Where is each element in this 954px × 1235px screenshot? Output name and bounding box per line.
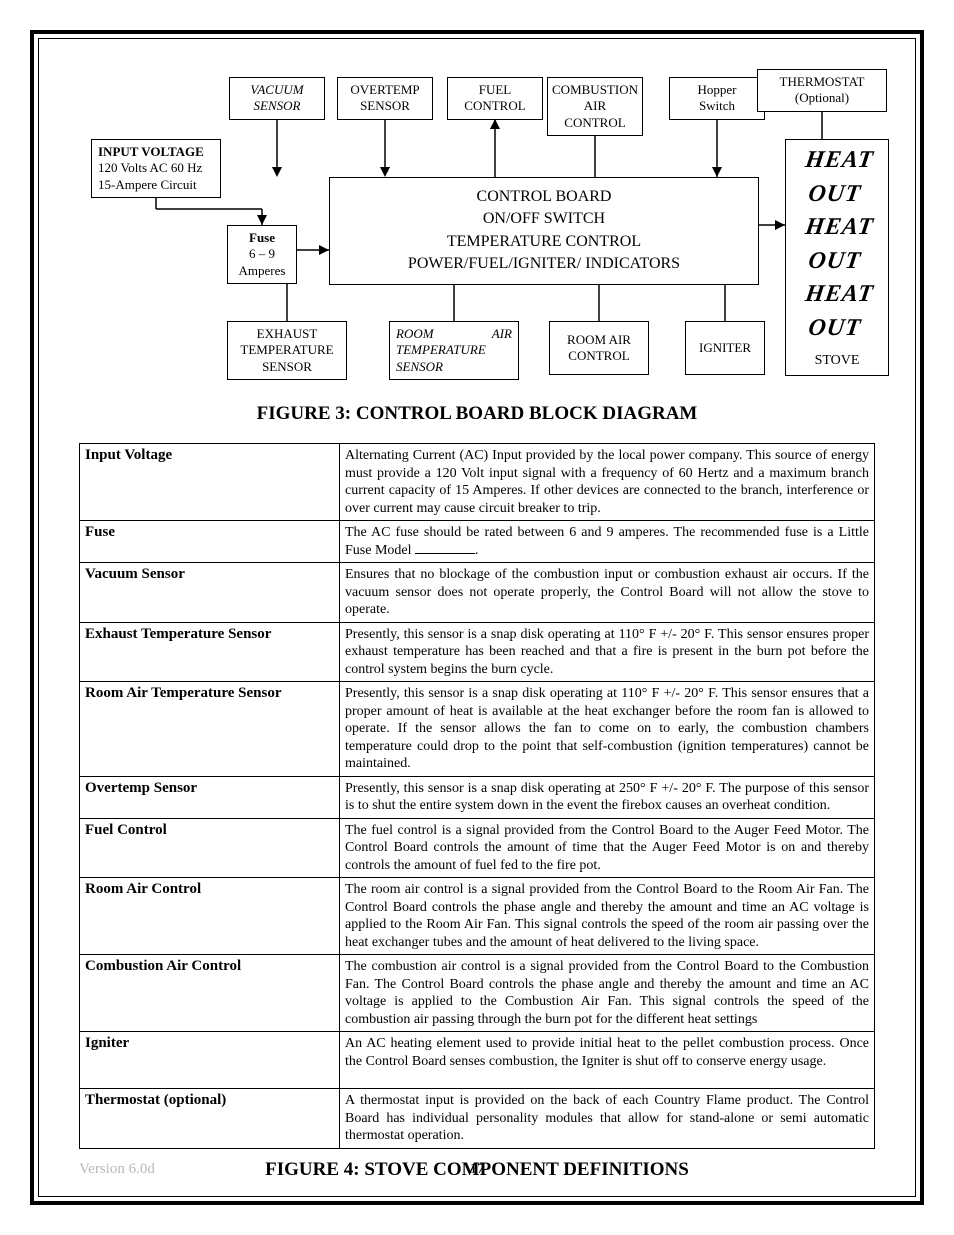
room-air-control-box: ROOM AIRCONTROL <box>549 321 649 375</box>
block-diagram: VACUUMSENSOR OVERTEMPSENSOR FUELCONTROLCOM… <box>79 69 875 389</box>
row-desc: The room air control is a signal provide… <box>340 878 875 955</box>
row-label: Fuel Control <box>80 818 340 878</box>
row-label: Room Air Temperature Sensor <box>80 682 340 777</box>
overtemp-sensor-box: OVERTEMPSENSOR <box>337 77 433 120</box>
version-text: Version 6.0d <box>79 1161 155 1178</box>
table-row: Room Air ControlThe room air control is … <box>80 878 875 955</box>
inner-border: VACUUMSENSOR OVERTEMPSENSOR FUELCONTROLCOM… <box>38 38 916 1197</box>
row-label: Thermostat (optional) <box>80 1089 340 1149</box>
row-label: Room Air Control <box>80 878 340 955</box>
igniter-box: IGNITER <box>685 321 765 375</box>
table-row: Input VoltageAlternating Current (AC) In… <box>80 444 875 521</box>
stove-box: HEAT OUTHEAT OUTHEAT OUTSTOVE <box>785 139 889 376</box>
row-desc: Alternating Current (AC) Input provided … <box>340 444 875 521</box>
row-label: Vacuum Sensor <box>80 563 340 623</box>
row-desc: Ensures that no blockage of the combusti… <box>340 563 875 623</box>
page-footer: Version 6.0d 17 <box>79 1161 875 1178</box>
row-desc: The fuel control is a signal provided fr… <box>340 818 875 878</box>
row-label: Igniter <box>80 1032 340 1089</box>
table-row: Room Air Temperature SensorPresently, th… <box>80 682 875 777</box>
table-row: Thermostat (optional)A thermostat input … <box>80 1089 875 1149</box>
definitions-table: Input VoltageAlternating Current (AC) In… <box>79 443 875 1149</box>
row-desc: Presently, this sensor is a snap disk op… <box>340 622 875 682</box>
table-row: Exhaust Temperature SensorPresently, thi… <box>80 622 875 682</box>
row-desc: Presently, this sensor is a snap disk op… <box>340 682 875 777</box>
row-label: Input Voltage <box>80 444 340 521</box>
table-row: Vacuum SensorEnsures that no blockage of… <box>80 563 875 623</box>
fuel-control-box: FUELCONTROL <box>447 77 543 120</box>
fuse-box: Fuse6 – 9Amperes <box>227 225 297 284</box>
exhaust-temp-box: EXHAUSTTEMPERATURESENSOR <box>227 321 347 380</box>
row-desc: The combustion air control is a signal p… <box>340 955 875 1032</box>
table-row: FuseThe AC fuse should be rated between … <box>80 521 875 563</box>
row-desc: Presently, this sensor is a snap disk op… <box>340 776 875 818</box>
page-number: 17 <box>470 1161 485 1178</box>
input-voltage-box: INPUT VOLTAGE120 Volts AC 60 Hz15-Ampere… <box>91 139 221 198</box>
hopper-switch-box: HopperSwitch <box>669 77 765 120</box>
control-board-box: CONTROL BOARDON/OFF SWITCHTEMPERATURE CO… <box>329 177 759 285</box>
row-desc: A thermostat input is provided on the ba… <box>340 1089 875 1149</box>
row-desc: An AC heating element used to provide in… <box>340 1032 875 1089</box>
room-air-temp-box: ROOM AIRTEMPERATURESENSOR <box>389 321 519 380</box>
row-desc: The AC fuse should be rated between 6 an… <box>340 521 875 563</box>
vacuum-sensor-box: VACUUMSENSOR <box>229 77 325 120</box>
table-row: Combustion Air ControlThe combustion air… <box>80 955 875 1032</box>
page: VACUUMSENSOR OVERTEMPSENSOR FUELCONTROLCOM… <box>0 0 954 1235</box>
table-row: IgniterAn AC heating element used to pro… <box>80 1032 875 1089</box>
combustion-air-box: COMBUSTIONAIR CONTROL <box>547 77 643 136</box>
row-label: Fuse <box>80 521 340 563</box>
row-label: Combustion Air Control <box>80 955 340 1032</box>
row-label: Exhaust Temperature Sensor <box>80 622 340 682</box>
outer-border: VACUUMSENSOR OVERTEMPSENSOR FUELCONTROLCOM… <box>30 30 924 1205</box>
figure-3-title: FIGURE 3: CONTROL BOARD BLOCK DIAGRAM <box>79 403 875 425</box>
table-row: Fuel ControlThe fuel control is a signal… <box>80 818 875 878</box>
thermostat-box: THERMOSTAT(Optional) <box>757 69 887 112</box>
table-row: Overtemp SensorPresently, this sensor is… <box>80 776 875 818</box>
row-label: Overtemp Sensor <box>80 776 340 818</box>
